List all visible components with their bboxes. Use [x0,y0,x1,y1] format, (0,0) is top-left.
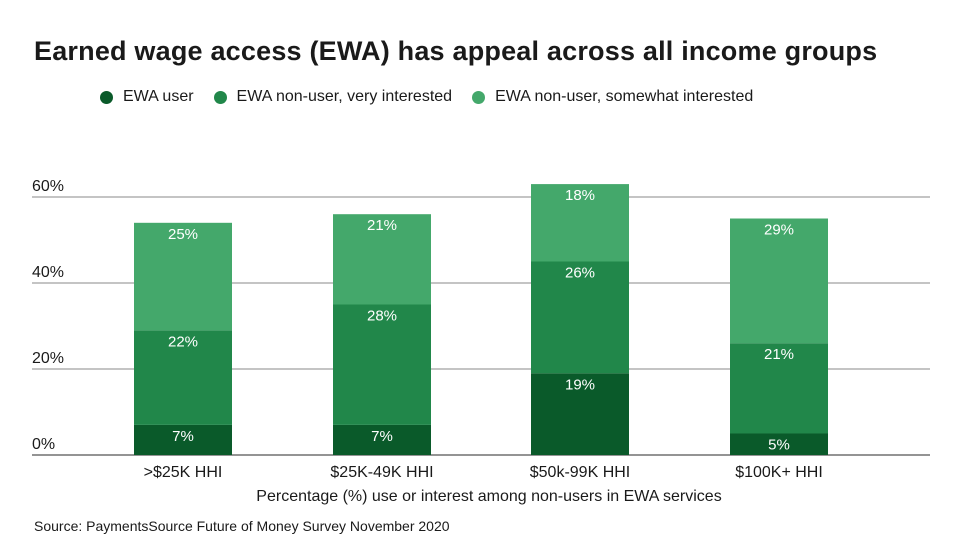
data-label: 28% [367,308,397,325]
data-label: 18% [565,187,595,204]
data-label: 21% [367,217,397,234]
chart-title: Earned wage access (EWA) has appeal acro… [34,36,878,66]
legend: EWA user EWA non-user, very interested E… [100,88,773,106]
data-label: 19% [565,376,595,393]
bar-segment [730,343,828,434]
data-label: 26% [565,265,595,282]
bar-segment [730,218,828,344]
legend-item-very-interested: EWA non-user, very interested [213,88,453,106]
y-tick-label: 0% [32,436,55,453]
data-label: 29% [764,222,794,239]
legend-swatch-ewa-user [100,90,113,104]
bar-segment [531,373,629,455]
legend-swatch-very-interested [213,90,227,104]
x-tick-label: $100K+ HHI [735,464,823,481]
x-axis-label: Percentage (%) use or interest among non… [256,488,722,505]
data-label: 22% [168,333,198,350]
data-label: 25% [168,226,198,243]
y-tick-label: 40% [32,264,64,281]
bar-segment [531,261,629,374]
bar-segment [333,214,431,305]
data-label: 7% [172,428,194,445]
y-tick-label: 60% [32,178,64,195]
bar-segment [531,184,629,262]
legend-label-very-interested: EWA non-user, very interested [236,88,453,105]
bar-segment [333,304,431,425]
source-note: Source: PaymentsSource Future of Money S… [34,518,450,534]
x-tick-label: $25K-49K HHI [330,464,433,481]
bar-segment [333,424,431,455]
legend-swatch-somewhat-interested [472,90,486,104]
x-tick-label: $50k-99K HHI [530,464,631,481]
data-label: 5% [768,437,790,454]
bar-segment [730,433,828,455]
legend-item-somewhat-interested: EWA non-user, somewhat interested [472,88,753,106]
bar-segment [134,222,232,331]
bar-segment [134,330,232,425]
bar-segment [134,424,232,455]
x-tick-label: >$25K HHI [144,464,223,481]
data-label: 21% [764,346,794,363]
legend-label-somewhat-interested: EWA non-user, somewhat interested [495,88,754,105]
y-tick-label: 20% [32,350,64,367]
legend-item-ewa-user: EWA user [100,88,194,106]
data-label: 7% [371,428,393,445]
legend-label-ewa-user: EWA user [123,88,194,105]
